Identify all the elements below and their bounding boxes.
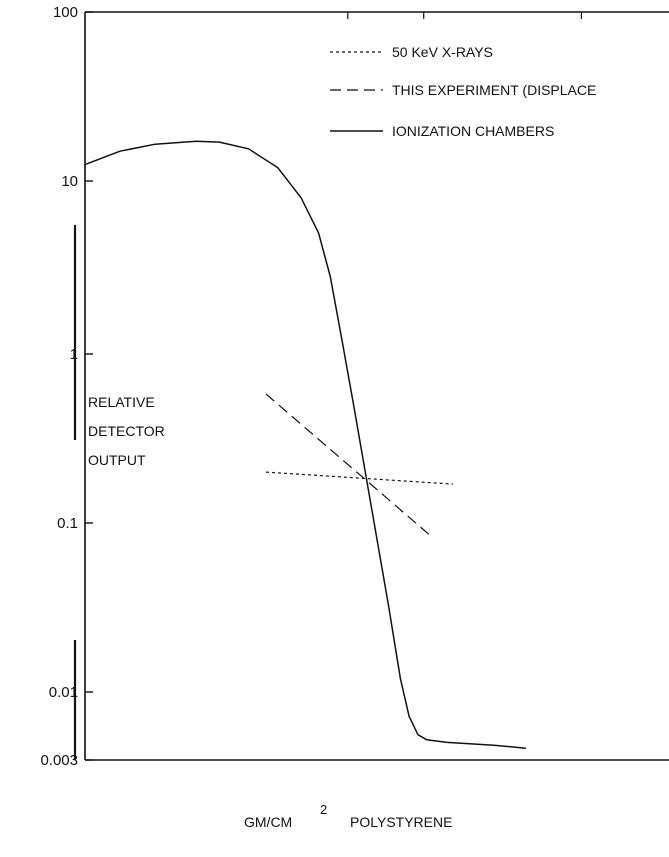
y-tick-label: 0.01 — [49, 684, 78, 701]
x-axis-label-main: GM/CM — [244, 814, 292, 830]
y-tick-label: 100 — [53, 4, 78, 21]
series-line-this-experiment-displace — [265, 393, 430, 536]
series-line-ionization-chambers — [84, 140, 526, 749]
series-layer — [84, 140, 526, 749]
legend-label: IONIZATION CHAMBERS — [392, 123, 554, 139]
y-axis-label-line: RELATIVE — [88, 394, 155, 410]
y-axis-label-line: DETECTOR — [88, 423, 165, 439]
y-tick-label: 0.003 — [40, 752, 78, 769]
legend-label: 50 KeV X-RAYS — [392, 44, 493, 60]
y-axis-label-line: OUTPUT — [88, 452, 146, 468]
y-axis-label: RELATIVE DETECTOR OUTPUT — [88, 394, 165, 468]
y-ticks: 100 10 1 0.1 0.01 0.003 — [40, 4, 93, 769]
x-axis-label-suffix: POLYSTYRENE — [350, 814, 452, 830]
y-tick-label: 10 — [61, 173, 78, 190]
x-axis-label-superscript: 2 — [320, 802, 327, 817]
y-tick-label: 1 — [70, 346, 78, 363]
series-line-50-kev-x-rays — [265, 471, 453, 485]
legend-label: THIS EXPERIMENT (DISPLACE — [392, 82, 596, 98]
plot-frame — [73, 11, 669, 761]
x-axis-label: GM/CM 2 POLYSTYRENE — [244, 802, 452, 830]
x-ticks — [347, 12, 583, 19]
legend: 50 KeV X-RAYS THIS EXPERIMENT (DISPLACE IO… — [330, 44, 596, 139]
y-tick-label: 0.1 — [57, 515, 78, 532]
